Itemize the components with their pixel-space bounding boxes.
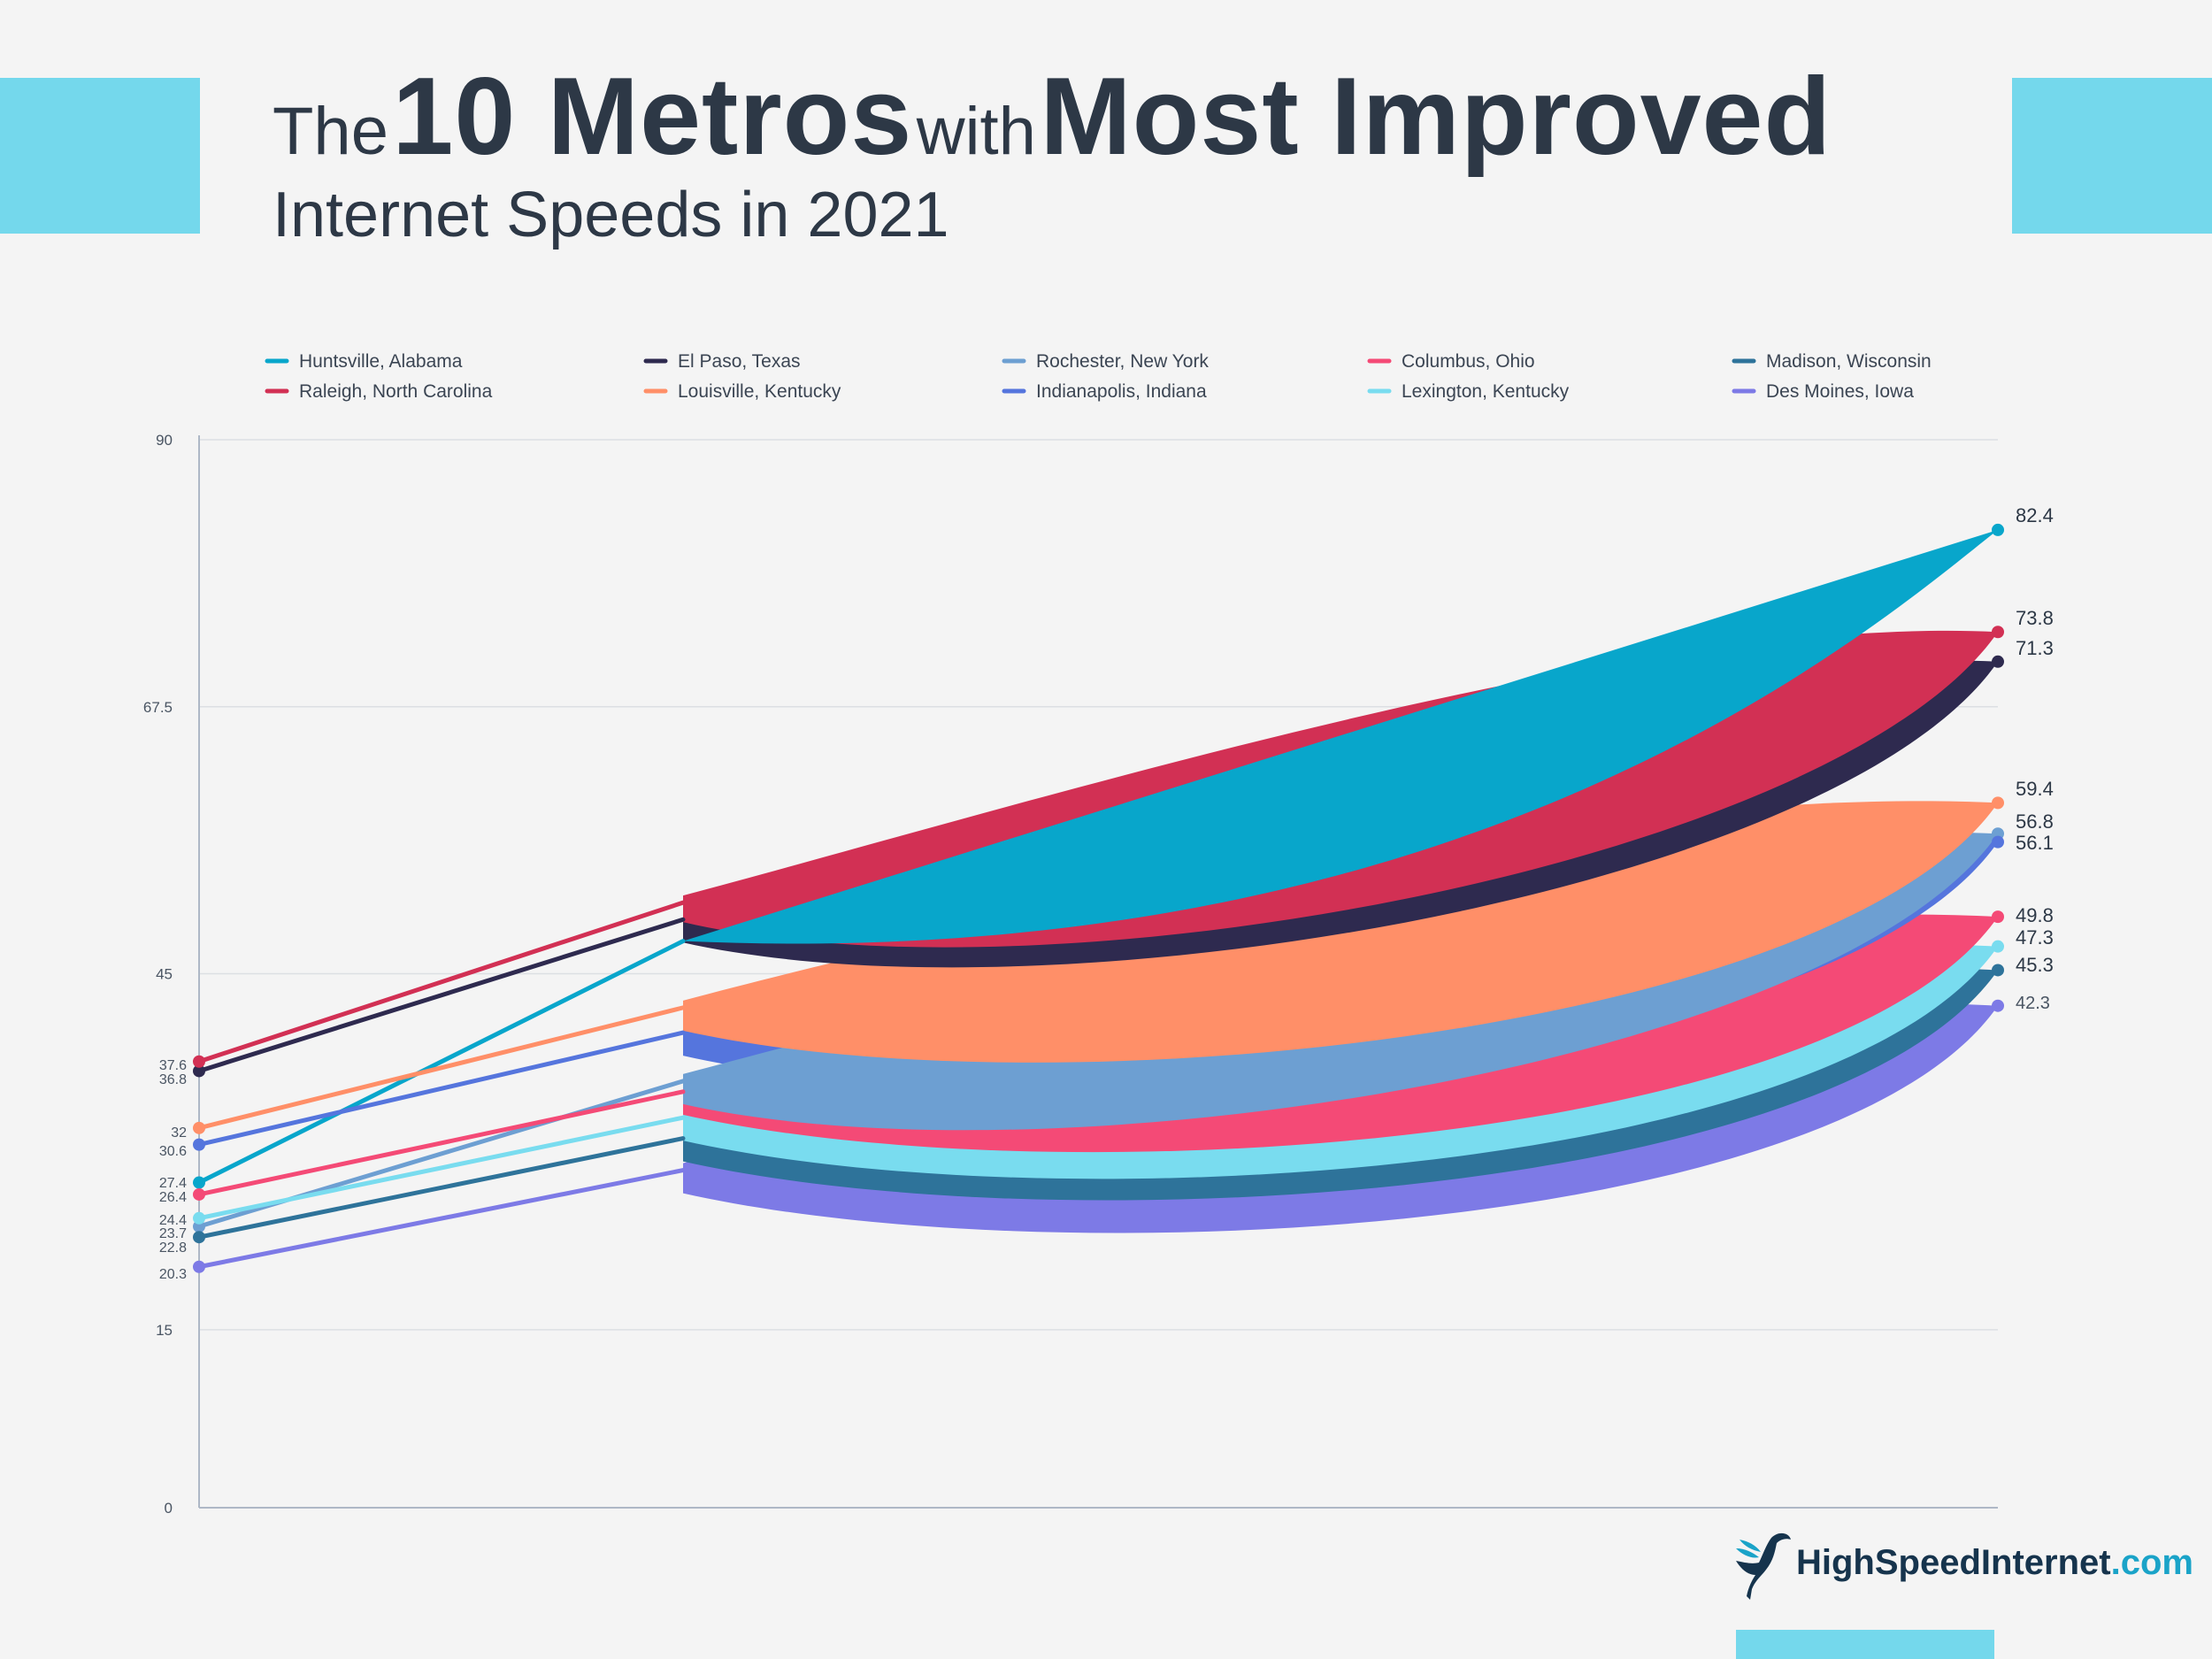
start-value-label: 36.8	[159, 1072, 187, 1087]
start-value-label: 22.8	[159, 1240, 187, 1256]
end-point	[1992, 835, 2004, 849]
series-line	[196, 1136, 686, 1240]
start-value-label: 27.4	[159, 1176, 187, 1191]
brand-logo: HighSpeedInternet.com	[1732, 1525, 2193, 1600]
title-part-the: The	[273, 94, 388, 169]
start-point	[193, 1211, 205, 1225]
chart-legend: Huntsville, Alabama El Paso, Texas Rochest…	[265, 351, 1932, 402]
series-lines	[193, 523, 2004, 1273]
end-point	[1992, 940, 2004, 953]
bird-logo-icon	[1736, 1532, 1791, 1600]
end-point	[1992, 626, 2004, 639]
title-part-with: with	[916, 94, 1036, 169]
end-value-label: 59.4	[2016, 778, 2054, 800]
start-point	[193, 1055, 205, 1068]
title-part-most-improved: Most Improved	[1040, 56, 1832, 178]
accent-bar-right	[2012, 78, 2212, 234]
series-line	[196, 1030, 686, 1148]
start-point	[193, 1231, 205, 1244]
series-line	[196, 1115, 686, 1221]
y-axis: 0 15 45 67.5 90	[143, 432, 1998, 1517]
y-tick-label: 15	[156, 1322, 173, 1339]
end-value-label: 42.3	[2016, 994, 2050, 1013]
legend-label: Raleigh, North Carolina	[299, 381, 493, 402]
legend-label: Columbus, Ohio	[1402, 351, 1535, 372]
y-tick-label: 0	[165, 1500, 173, 1517]
page-title: The 10 Metros with Most Improved Interne…	[273, 62, 1832, 251]
title-line-2: Internet Speeds in 2021	[273, 180, 949, 250]
series-line	[196, 900, 686, 1064]
start-point	[193, 1064, 205, 1078]
legend-label: El Paso, Texas	[678, 351, 801, 372]
end-value-label: 56.1	[2016, 832, 2054, 854]
legend-label: Lexington, Kentucky	[1402, 381, 1570, 402]
end-point	[1992, 523, 2004, 536]
accent-bar-bottom	[1736, 1630, 1994, 1659]
legend-label: Huntsville, Alabama	[299, 351, 463, 372]
end-value-label: 82.4	[2016, 504, 2054, 526]
end-point	[1992, 910, 2004, 924]
legend-label: Rochester, New York	[1036, 351, 1209, 372]
y-tick-label: 90	[156, 432, 173, 449]
start-value-label: 26.4	[159, 1190, 187, 1205]
start-point	[193, 1187, 205, 1201]
end-point	[1992, 796, 2004, 810]
start-value-label: 20.3	[159, 1267, 187, 1282]
end-point	[1992, 999, 2004, 1012]
y-tick-label: 67.5	[143, 699, 173, 716]
end-point	[1992, 655, 2004, 668]
brand-wordmark: HighSpeedInternet.com	[1796, 1543, 2193, 1583]
end-value-label: 49.8	[2016, 904, 2054, 926]
series-line	[196, 1089, 686, 1197]
title-line-1: The 10 Metros with Most Improved	[273, 62, 1832, 172]
start-point	[193, 1176, 205, 1189]
brand-name: HighSpeedInternet	[1796, 1542, 2111, 1582]
end-value-label: 45.3	[2016, 954, 2054, 976]
end-point	[1992, 964, 2004, 977]
start-value-label: 37.6	[159, 1058, 187, 1073]
legend-label: Louisville, Kentucky	[678, 381, 841, 402]
legend-label: Madison, Wisconsin	[1766, 351, 1932, 372]
title-part-10-metros: 10 Metros	[392, 56, 913, 178]
series-line	[196, 939, 686, 1186]
start-value-label: 30.6	[159, 1144, 187, 1159]
end-value-label: 71.3	[2016, 637, 2054, 659]
end-value-label: 73.8	[2016, 607, 2054, 629]
start-point	[193, 1138, 205, 1151]
data-labels: 27.4 36.8 23.7 26.4 22.8 37.6 32 30.6 24.4 20.3 82…	[159, 504, 2054, 1282]
series-line	[196, 917, 686, 1073]
series-bands	[683, 529, 1998, 1233]
start-value-label: 24.4	[159, 1213, 187, 1228]
accent-bar-left	[0, 78, 200, 234]
legend-label: Des Moines, Iowa	[1766, 381, 1914, 402]
end-value-label: 56.8	[2016, 810, 2054, 833]
start-value-label: 32	[171, 1125, 187, 1141]
start-point	[193, 1121, 205, 1134]
legend-label: Indianapolis, Indiana	[1036, 381, 1207, 402]
series-line	[196, 1005, 686, 1131]
start-point	[193, 1260, 205, 1273]
end-value-label: 47.3	[2016, 926, 2054, 949]
series-line	[196, 1168, 686, 1270]
series-band	[683, 529, 1998, 944]
y-tick-label: 45	[156, 966, 173, 983]
brand-tld: .com	[2110, 1542, 2193, 1582]
start-value-label: 23.7	[159, 1226, 187, 1241]
